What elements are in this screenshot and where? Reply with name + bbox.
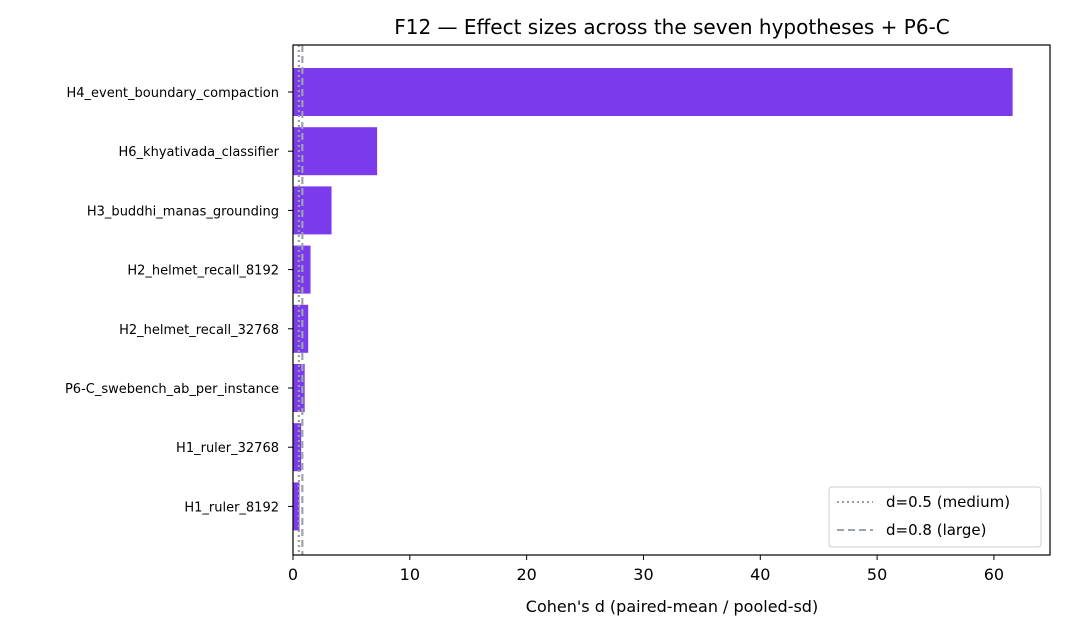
y-tick-label: H3_buddhi_manas_grounding: [87, 204, 279, 219]
bar-H2_helmet_recall_32768: [293, 304, 309, 353]
bars-group: [293, 68, 1013, 531]
y-tick-label: H2_helmet_recall_32768: [119, 323, 279, 338]
bar-H1_ruler_8192: [293, 482, 300, 531]
x-tick-label: 40: [750, 565, 770, 584]
reference-lines: [297, 45, 304, 555]
bar-H4_event_boundary_compaction: [293, 68, 1013, 116]
x-tick-label: 10: [400, 565, 420, 584]
legend-label-large: d=0.8 (large): [886, 521, 986, 539]
x-tick-label: 60: [984, 565, 1004, 584]
x-tick-label: 50: [867, 565, 887, 584]
y-tick-label: H1_ruler_32768: [176, 441, 279, 456]
legend-label-medium: d=0.5 (medium): [886, 493, 1010, 511]
bar-H6_khyativada_classifier: [293, 127, 378, 176]
legend: d=0.5 (medium) d=0.8 (large): [828, 486, 1042, 548]
x-tick-label: 0: [288, 565, 298, 584]
bar-P6-C_swebench_ab_per_instance: [293, 364, 305, 412]
y-tick-label: H1_ruler_8192: [184, 500, 279, 515]
bar-H1_ruler_32768: [293, 423, 302, 472]
x-tick-label: 20: [516, 565, 536, 584]
legend-box: [828, 486, 1042, 548]
x-ticks: 0 10 20 30 40 50 60: [288, 555, 1004, 584]
y-tick-label: H4_event_boundary_compaction: [66, 86, 279, 101]
x-axis-label: Cohen's d (paired-mean / pooled-sd): [526, 597, 818, 616]
y-tick-label: H6_khyativada_classifier: [119, 145, 280, 160]
y-tick-label: P6-C_swebench_ab_per_instance: [65, 382, 279, 397]
chart-title: F12 — Effect sizes across the seven hypo…: [394, 15, 950, 39]
plot-frame: [292, 44, 1051, 556]
x-tick-label: 30: [633, 565, 653, 584]
y-tick-labels: H4_event_boundary_compaction H6_khyativad…: [65, 86, 293, 515]
y-tick-label: H2_helmet_recall_8192: [127, 264, 279, 279]
